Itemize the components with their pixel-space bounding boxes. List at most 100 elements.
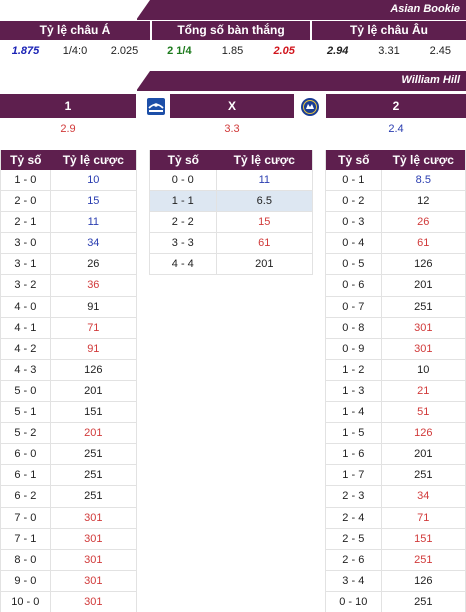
william-hill-banner: William Hill [137, 71, 466, 91]
odds-cell[interactable]: 251 [51, 465, 136, 485]
total-under-odds[interactable]: 2.05 [273, 45, 294, 57]
euro-home-odds[interactable]: 2.94 [327, 45, 348, 57]
odds-cell[interactable]: 51 [382, 402, 465, 422]
odds-cell[interactable]: 10 [51, 170, 136, 190]
odds-cell[interactable]: 34 [382, 486, 465, 506]
home-win-label: 1 [0, 94, 136, 118]
table-row: 4 - 4 201 [150, 254, 312, 275]
wh-draw-odds[interactable]: 3.3 [170, 120, 294, 138]
asian-away-odds[interactable]: 2.025 [111, 45, 139, 57]
odds-cell[interactable]: 151 [382, 529, 465, 549]
table-row: 4 - 1 71 [1, 318, 136, 339]
william-hill-title: William Hill [401, 74, 460, 86]
table-row: 5 - 1 151 [1, 402, 136, 423]
odds-cell[interactable]: 126 [382, 423, 465, 443]
wh-home-odds[interactable]: 2.9 [0, 120, 136, 138]
odds-cell[interactable]: 301 [51, 571, 136, 591]
score-cell: 1 - 4 [326, 402, 382, 422]
odds-cell[interactable]: 251 [382, 297, 465, 317]
table-row: 0 - 6 201 [326, 275, 465, 296]
table-row: 1 - 6 201 [326, 444, 465, 465]
odds-cell[interactable]: 201 [51, 423, 136, 443]
asian-handicap-header: Tỷ lệ châu Á [0, 21, 150, 40]
odds-cell[interactable]: 15 [51, 191, 136, 211]
odds-cell[interactable]: 126 [382, 571, 465, 591]
odds-cell[interactable]: 61 [217, 233, 312, 253]
odds-cell[interactable]: 201 [217, 254, 312, 274]
score-cell: 0 - 2 [326, 191, 382, 211]
score-cell: 0 - 5 [326, 254, 382, 274]
odds-cell[interactable]: 301 [51, 550, 136, 570]
odds-cell[interactable]: 34 [51, 233, 136, 253]
odds-cell[interactable]: 71 [51, 318, 136, 338]
wh-away-odds[interactable]: 2.4 [326, 120, 466, 138]
score-cell: 3 - 4 [326, 571, 382, 591]
score-cell: 1 - 3 [326, 381, 382, 401]
table-row: 1 - 7 251 [326, 465, 465, 486]
score-cell: 6 - 2 [1, 486, 51, 506]
odds-cell[interactable]: 15 [217, 212, 312, 232]
odds-cell[interactable]: 301 [382, 318, 465, 338]
table-row: 0 - 4 61 [326, 233, 465, 254]
william-hill-header-row: 1 X 2 [0, 94, 466, 118]
odds-cell[interactable]: 11 [217, 170, 312, 190]
table-row: 0 - 5 126 [326, 254, 465, 275]
odds-cell[interactable]: 301 [51, 592, 136, 612]
odds-cell[interactable]: 91 [51, 297, 136, 317]
score-cell: 0 - 10 [326, 592, 382, 612]
odds-cell[interactable]: 201 [51, 381, 136, 401]
chelsea-crest-icon [299, 96, 321, 117]
asian-bookie-title: Asian Bookie [390, 3, 460, 15]
odds-cell[interactable]: 21 [382, 381, 465, 401]
score-cell: 6 - 0 [1, 444, 51, 464]
table-row: 4 - 0 91 [1, 297, 136, 318]
table-header: Tỷ số Tỷ lệ cược [150, 150, 312, 170]
table-row: 3 - 3 61 [150, 233, 312, 254]
odds-cell[interactable]: 126 [51, 360, 136, 380]
odds-cell[interactable]: 71 [382, 508, 465, 528]
odds-cell[interactable]: 151 [51, 402, 136, 422]
odds-cell[interactable]: 26 [51, 254, 136, 274]
table-row: 3 - 1 26 [1, 254, 136, 275]
euro-away-odds[interactable]: 2.45 [430, 45, 451, 57]
score-cell: 3 - 2 [1, 275, 51, 295]
odds-cell[interactable]: 301 [51, 508, 136, 528]
odds-cell[interactable]: 301 [51, 529, 136, 549]
odds-cell[interactable]: 12 [382, 191, 465, 211]
odds-cell[interactable]: 251 [382, 465, 465, 485]
table-row: 8 - 0 301 [1, 550, 136, 571]
asian-home-odds[interactable]: 1.875 [12, 45, 40, 57]
euro-draw-odds[interactable]: 3.31 [378, 45, 399, 57]
odds-cell[interactable]: 6.5 [217, 191, 312, 211]
table-row: 2 - 4 71 [326, 508, 465, 529]
odds-column-header: Tỷ lệ cược [217, 150, 312, 170]
score-cell: 0 - 0 [150, 170, 217, 190]
table-row: 3 - 2 36 [1, 275, 136, 296]
odds-cell[interactable]: 10 [382, 360, 465, 380]
odds-cell[interactable]: 126 [382, 254, 465, 274]
odds-cell[interactable]: 36 [51, 275, 136, 295]
odds-cell[interactable]: 8.5 [382, 170, 465, 190]
odds-cell[interactable]: 201 [382, 275, 465, 295]
total-goals-line: 2 1/4 [167, 45, 191, 57]
odds-cell[interactable]: 201 [382, 444, 465, 464]
odds-cell[interactable]: 251 [382, 592, 465, 612]
total-over-odds[interactable]: 1.85 [222, 45, 243, 57]
score-column-header: Tỷ số [150, 150, 217, 170]
home-correct-score-table: Tỷ số Tỷ lệ cược 1 - 0 10 2 - 0 15 2 - 1 11 3 … [0, 150, 137, 612]
odds-cell[interactable]: 251 [382, 550, 465, 570]
odds-cell[interactable]: 11 [51, 212, 136, 232]
top-odds-section: Tỷ lệ châu Á 1.875 1/4:0 2.025 Tổng số b… [0, 21, 466, 63]
odds-cell[interactable]: 251 [51, 486, 136, 506]
odds-cell[interactable]: 91 [51, 339, 136, 359]
score-cell: 5 - 2 [1, 423, 51, 443]
odds-cell[interactable]: 26 [382, 212, 465, 232]
score-cell: 3 - 0 [1, 233, 51, 253]
odds-cell[interactable]: 61 [382, 233, 465, 253]
odds-cell[interactable]: 251 [51, 444, 136, 464]
score-cell: 0 - 9 [326, 339, 382, 359]
score-cell: 5 - 1 [1, 402, 51, 422]
odds-cell[interactable]: 301 [382, 339, 465, 359]
score-cell: 2 - 2 [150, 212, 217, 232]
score-cell: 0 - 6 [326, 275, 382, 295]
